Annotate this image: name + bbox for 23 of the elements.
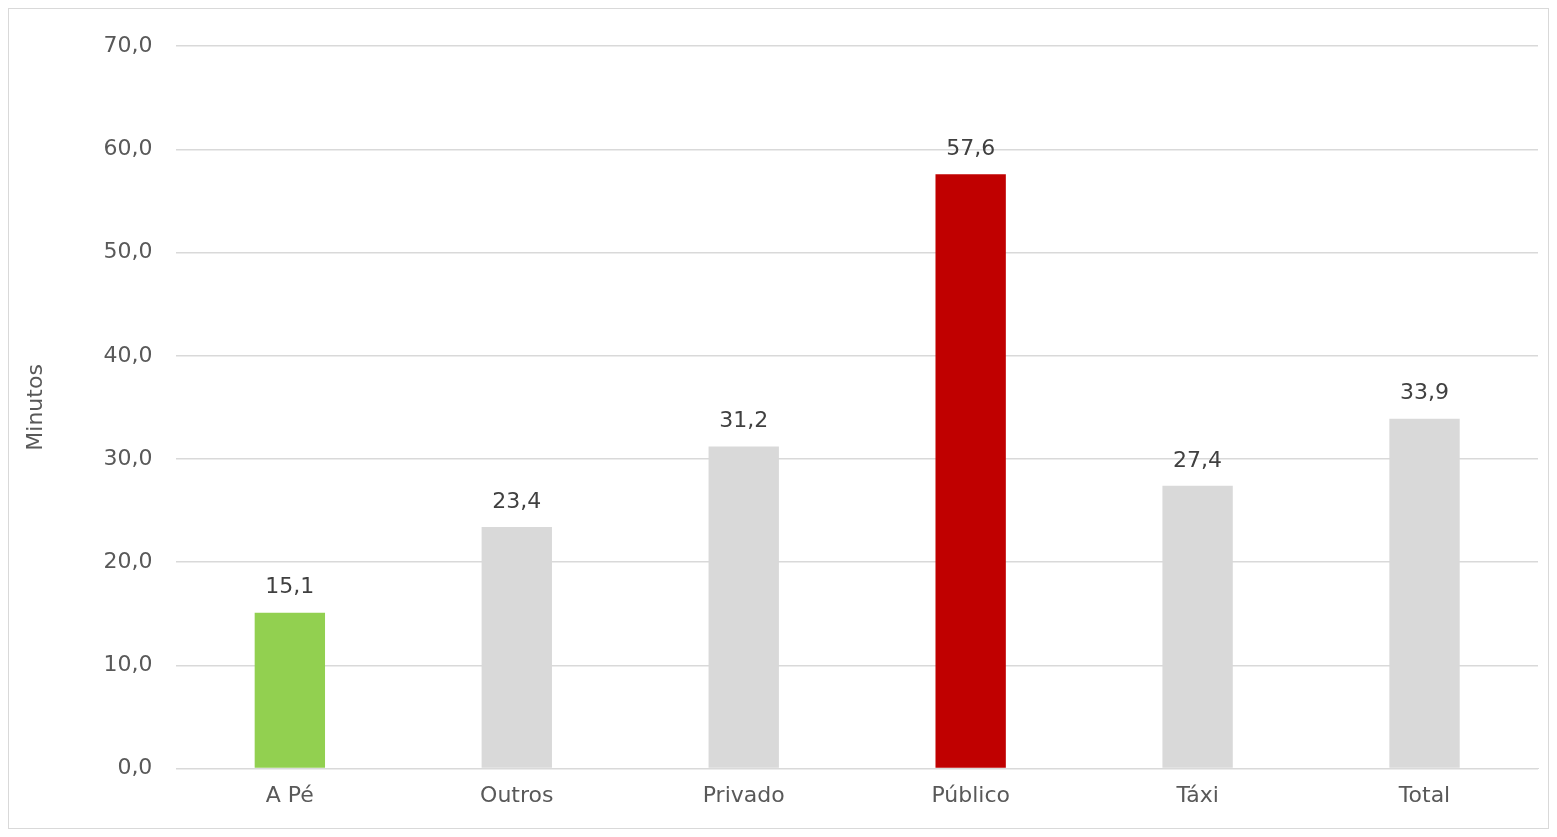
data-label: 31,2 (719, 407, 769, 433)
x-tick-label: Privado (702, 781, 785, 807)
data-label: 15,1 (265, 573, 315, 599)
x-tick-label: Total (1397, 781, 1451, 807)
data-label: 33,9 (1400, 379, 1450, 405)
data-label: 23,4 (492, 487, 542, 513)
bar (935, 174, 1006, 768)
y-tick-label: 20,0 (103, 547, 153, 573)
y-tick-label: 0,0 (117, 754, 153, 780)
data-label: 27,4 (1173, 446, 1223, 472)
y-tick-label: 10,0 (103, 651, 153, 677)
y-tick-label: 50,0 (103, 238, 153, 264)
data-label: 57,6 (946, 134, 996, 160)
x-tick-label: A Pé (265, 781, 314, 807)
y-tick-label: 30,0 (103, 444, 153, 470)
y-tick-label: 40,0 (103, 341, 153, 367)
bar (254, 612, 326, 768)
x-tick-label: Público (931, 781, 1010, 807)
y-axis-title: Minutos (21, 364, 47, 451)
y-tick-label: 70,0 (103, 31, 153, 57)
x-tick-label: Outros (480, 781, 554, 807)
y-tick-label: 60,0 (103, 135, 153, 161)
x-tick-label: Táxi (1175, 781, 1219, 807)
